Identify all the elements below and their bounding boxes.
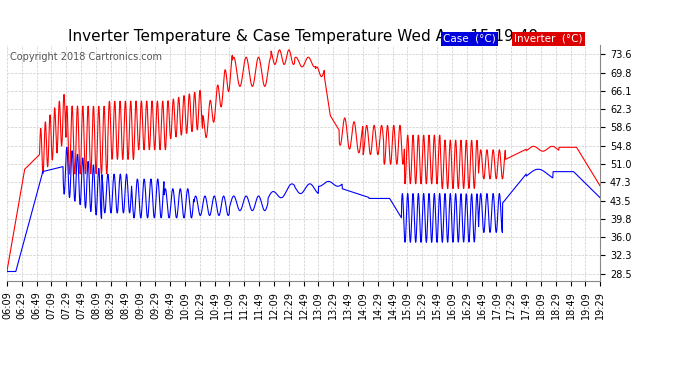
- Text: Inverter  (°C): Inverter (°C): [514, 34, 583, 44]
- Text: Case  (°C): Case (°C): [443, 34, 496, 44]
- Text: Copyright 2018 Cartronics.com: Copyright 2018 Cartronics.com: [10, 52, 162, 62]
- Title: Inverter Temperature & Case Temperature Wed Aug 15 19:49: Inverter Temperature & Case Temperature …: [68, 29, 539, 44]
